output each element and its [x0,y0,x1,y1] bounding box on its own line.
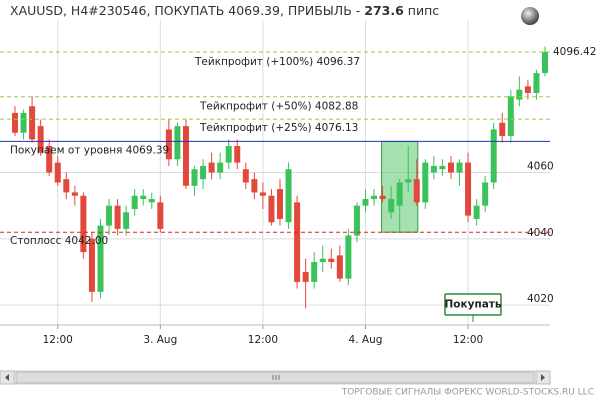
candle-body [106,205,113,226]
candle-body [490,129,497,183]
level-label: Тейкпрофит (+50%) 4082.88 [199,101,358,113]
candle-body [54,162,61,183]
profit: 273.6 [364,3,404,18]
candle-body [362,199,369,206]
candle-body [88,238,95,292]
y-tick-label: 4020 [527,293,554,305]
candle-body [157,202,164,229]
candle-body [353,205,360,236]
profit-unit: пипс [407,3,440,18]
last-price: 4096.42 [553,46,596,58]
candle-body [148,199,155,203]
candle-body [379,195,386,200]
candle-body [473,205,480,219]
candle-body [507,96,514,137]
candle-body [165,129,172,160]
candle-body [80,195,87,253]
candle-body [311,262,318,282]
candle-body [456,162,463,173]
scroll-thumb[interactable] [15,371,535,384]
arrow-right [541,374,545,381]
candle-body [405,179,412,183]
arrow-left [5,374,9,381]
candle-body [413,179,420,203]
candle-body [242,169,249,183]
footer: ТОРГОВЫЕ СИГНАЛЫ ФОРЕКС WORLD-STOCKS.RU … [341,388,594,398]
candle-body [251,179,258,193]
candle-body [371,195,378,200]
header: XAUUSD, H4#230546, ПОКУПАТЬ 4069.39, ПРИ… [10,3,439,18]
candle-body [499,122,506,137]
candle-body [345,235,352,279]
candle-body [131,195,138,209]
candle-body [268,195,275,223]
level-label: Тейкпрофит (+100%) 4096.37 [194,56,360,68]
candle-body [225,146,232,163]
candle-body [63,179,70,193]
candle-body [294,202,301,282]
candle-body [285,169,292,223]
candle-body [302,271,309,282]
candle-body [516,89,523,100]
buy-button-label[interactable]: Покупать [444,299,501,311]
level-label: Стоплосс 4042.00 [10,235,108,247]
candle-body [20,112,27,133]
candle-body [259,192,266,196]
candle-body [277,189,283,219]
x-tick-label: 4. Aug [349,334,383,346]
candle-body [174,126,181,160]
candle-body [114,205,121,229]
candle-body [439,165,446,170]
candle-body [71,192,78,196]
candle-body [396,182,403,206]
globe-icon[interactable] [521,7,539,25]
candle-body [482,182,489,206]
candle-body [208,162,215,173]
candle-body [12,112,18,133]
candle-body [533,73,540,93]
candle-body [430,165,437,173]
candle-body [319,258,326,263]
candle-body [524,86,531,93]
candle-body [336,255,343,279]
level-label: Покупаем от уровня 4069.39 [10,144,169,156]
thumb-grip [272,375,280,380]
title: XAUUSD, H4#230546, ПОКУПАТЬ 4069.39, ПРИ… [10,3,361,18]
candle-body [182,126,189,186]
candle-body [97,225,104,292]
candle-body [388,199,395,213]
candle-body [140,195,147,200]
x-tick-label: 12:00 [43,334,73,346]
candle-body [200,165,207,180]
candle-body [46,146,53,173]
x-tick-label: 12:00 [453,334,483,346]
candle-body [37,126,44,153]
candle-body [217,162,224,173]
candle-body [422,162,429,203]
candle-body [234,146,241,163]
x-tick-label: 3. Aug [143,334,177,346]
candle-body [191,169,198,186]
x-tick-label: 12:00 [248,334,278,346]
candle-body [465,162,472,216]
price-box [551,44,599,59]
candle-body [542,51,548,74]
candle-body [29,106,36,140]
y-tick-label: 4060 [527,161,554,173]
candle-body [447,162,454,173]
level-label: Тейкпрофит (+25%) 4076.13 [199,122,358,134]
candle-body [123,212,130,229]
y-tick-label: 4040 [527,227,554,239]
candle-body [328,258,335,263]
